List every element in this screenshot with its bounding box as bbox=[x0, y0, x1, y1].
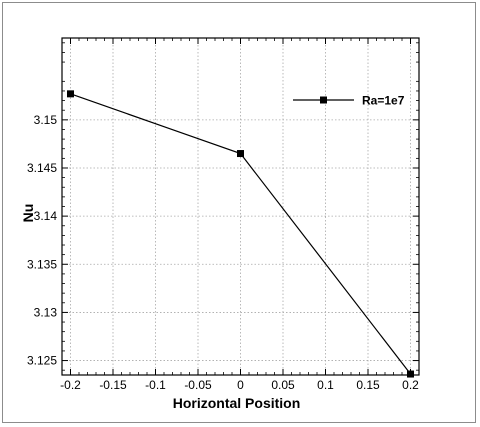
legend-label: Ra=1e7 bbox=[362, 94, 405, 108]
legend: Ra=1e7 bbox=[293, 94, 405, 108]
grid-lines bbox=[62, 38, 419, 375]
x-tick-label: 0.05 bbox=[271, 378, 295, 392]
data-point bbox=[67, 90, 74, 98]
y-tick-label: 3.13 bbox=[34, 305, 58, 319]
x-axis-ticks: -0.2 -0.15 -0.1 -0.05 0 0.05 0.1 0.15 0.2 bbox=[60, 38, 419, 392]
figure-frame bbox=[2, 2, 476, 423]
x-tick-label: -0.1 bbox=[145, 378, 166, 392]
data-point bbox=[237, 150, 244, 158]
legend-marker bbox=[320, 96, 327, 104]
y-axis-ticks: 3.125 3.13 3.135 3.14 3.145 3.15 bbox=[27, 42, 419, 371]
x-axis-title: Horizontal Position bbox=[173, 395, 301, 411]
y-tick-label: 3.14 bbox=[34, 209, 58, 223]
data-point bbox=[407, 370, 414, 378]
y-tick-label: 3.145 bbox=[27, 161, 57, 175]
y-tick-label: 3.125 bbox=[27, 354, 57, 368]
x-tick-label: 0.15 bbox=[356, 378, 380, 392]
x-tick-label: 0.1 bbox=[317, 378, 334, 392]
x-tick-label: 0.2 bbox=[402, 378, 419, 392]
y-tick-label: 3.135 bbox=[27, 257, 57, 271]
x-tick-label: -0.05 bbox=[184, 378, 212, 392]
x-tick-label: -0.15 bbox=[99, 378, 127, 392]
y-axis-title: Nu bbox=[20, 204, 36, 223]
y-tick-label: 3.15 bbox=[34, 113, 58, 127]
x-tick-label: 0 bbox=[237, 378, 244, 392]
series-layer bbox=[67, 90, 414, 378]
x-tick-label: -0.2 bbox=[60, 378, 81, 392]
